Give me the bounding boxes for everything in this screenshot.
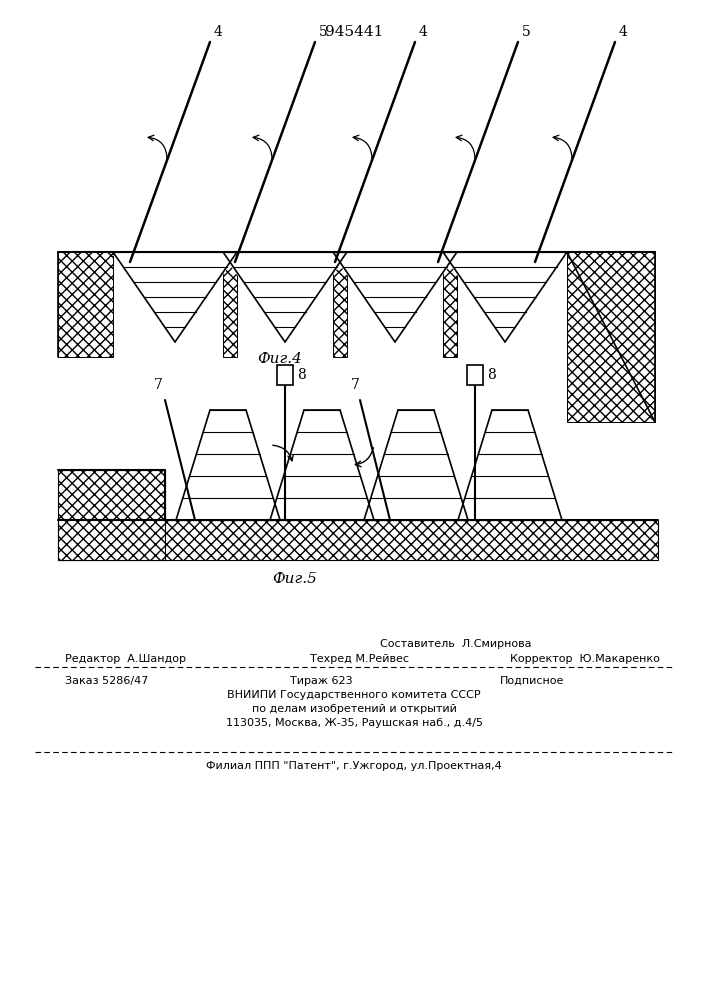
Bar (277, 365, 293, 385)
Text: 5: 5 (522, 25, 531, 39)
Polygon shape (333, 252, 457, 342)
Polygon shape (458, 410, 562, 520)
Bar (467, 365, 483, 385)
Polygon shape (364, 410, 468, 520)
Text: Филиал ППП "Патент", г.Ужгород, ул.Проектная,4: Филиал ППП "Патент", г.Ужгород, ул.Проек… (206, 761, 502, 771)
Text: Составитель  Л.Смирнова: Составитель Л.Смирнова (380, 639, 532, 649)
Text: 945441: 945441 (325, 25, 383, 39)
Polygon shape (567, 252, 655, 422)
Polygon shape (443, 252, 457, 357)
Text: Техред М.Рейвес: Техред М.Рейвес (310, 654, 409, 664)
Text: 7: 7 (351, 378, 359, 392)
Text: по делам изобретений и открытий: по делам изобретений и открытий (252, 704, 457, 714)
Text: 8: 8 (487, 368, 496, 382)
Polygon shape (333, 252, 347, 357)
Text: Подписное: Подписное (500, 676, 564, 686)
Text: 7: 7 (153, 378, 163, 392)
Polygon shape (58, 470, 165, 560)
Polygon shape (113, 255, 237, 342)
Polygon shape (333, 255, 457, 342)
Polygon shape (58, 520, 658, 560)
Text: Корректор  Ю.Макаренко: Корректор Ю.Макаренко (510, 654, 660, 664)
Text: Фиг.5: Фиг.5 (273, 572, 317, 586)
Polygon shape (223, 252, 347, 342)
Text: Фиг.4: Фиг.4 (257, 352, 303, 366)
Polygon shape (58, 252, 113, 357)
Polygon shape (176, 410, 280, 520)
Text: 113035, Москва, Ж-35, Раушская наб., д.4/5: 113035, Москва, Ж-35, Раушская наб., д.4… (226, 718, 482, 728)
Polygon shape (113, 252, 237, 342)
Text: 4: 4 (619, 25, 628, 39)
Text: 4: 4 (214, 25, 223, 39)
Text: 8: 8 (297, 368, 305, 382)
Polygon shape (270, 410, 374, 520)
Polygon shape (443, 252, 567, 342)
Text: 5: 5 (319, 25, 328, 39)
Text: ВНИИПИ Государственного комитета СССР: ВНИИПИ Государственного комитета СССР (227, 690, 481, 700)
Polygon shape (443, 255, 567, 342)
Text: Редактор  А.Шандор: Редактор А.Шандор (65, 654, 186, 664)
Text: Заказ 5286/47: Заказ 5286/47 (65, 676, 148, 686)
Polygon shape (223, 255, 347, 342)
Polygon shape (223, 252, 237, 357)
Text: Тираж 623: Тираж 623 (290, 676, 353, 686)
Text: 4: 4 (419, 25, 428, 39)
